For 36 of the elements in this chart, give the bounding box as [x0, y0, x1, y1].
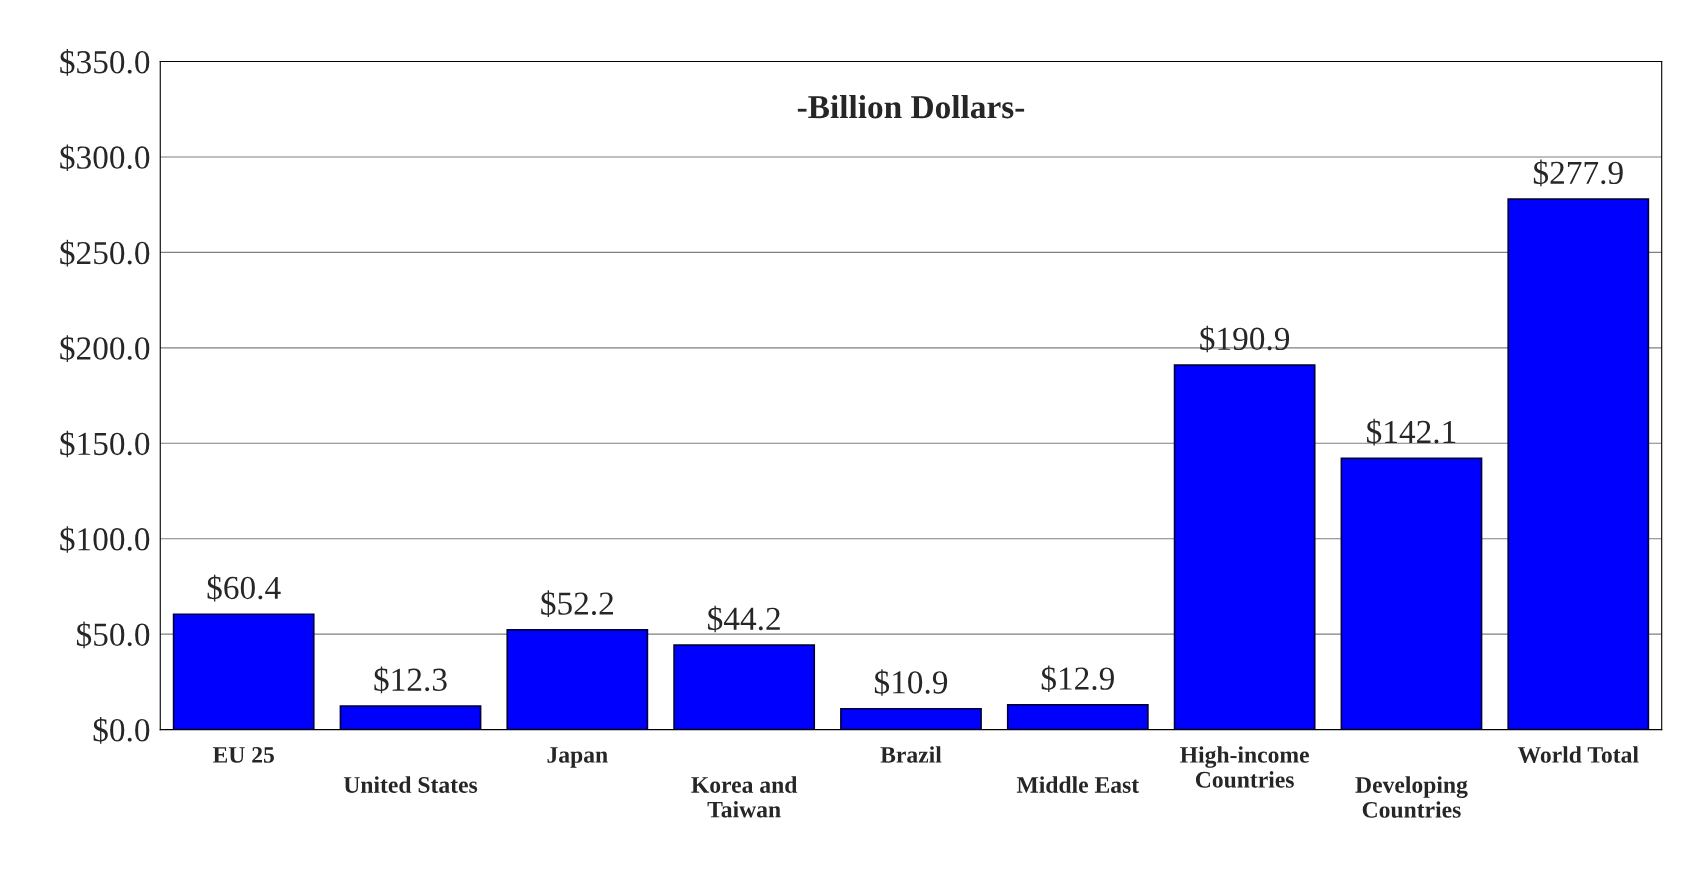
text: -Billion Dollars- — [797, 94, 1025, 119]
y-tick-label: $250.0 — [60, 239, 150, 267]
y-tick-label: $150.0 — [60, 430, 150, 458]
x-tick-label: Brazil — [880, 746, 942, 763]
bar — [1006, 704, 1149, 730]
y-tick-label: $0.0 — [93, 717, 150, 744]
bar — [339, 705, 482, 730]
data-label: $12.3 — [374, 666, 447, 694]
y-tick-label: $200.0 — [60, 335, 150, 362]
bar — [172, 613, 315, 730]
bar — [840, 707, 982, 730]
y-tick-label: $100.0 — [60, 526, 150, 553]
x-tick-label: Developing Countries — [1355, 776, 1468, 818]
data-label: $52.2 — [541, 590, 613, 618]
bar — [673, 644, 816, 730]
data-label: $277.9 — [1533, 159, 1623, 187]
x-tick-label: EU 25 — [212, 746, 274, 763]
data-label: $142.1 — [1367, 418, 1456, 446]
bar — [506, 629, 649, 730]
x-tick-label: United States — [343, 776, 478, 793]
y-tick-label: $350.0 — [60, 48, 150, 76]
data-label: $60.4 — [207, 574, 281, 602]
y-tick-label: $300.0 — [60, 144, 150, 172]
x-tick-label: High-income Countries — [1180, 746, 1309, 788]
data-label: $12.9 — [1041, 665, 1114, 693]
data-label: $190.9 — [1200, 325, 1290, 353]
bar — [1340, 457, 1483, 730]
data-label: $44.2 — [708, 605, 780, 633]
x-tick-label: Middle East — [1016, 776, 1140, 793]
bar — [1173, 364, 1316, 730]
y-tick-label: $50.0 — [76, 621, 150, 649]
data-label: $10.9 — [874, 669, 948, 696]
bar — [1507, 198, 1650, 730]
x-tick-label: World Total — [1517, 746, 1639, 763]
x-tick-label: Korea and Taiwan — [691, 776, 798, 818]
x-tick-label: Japan — [547, 747, 608, 768]
